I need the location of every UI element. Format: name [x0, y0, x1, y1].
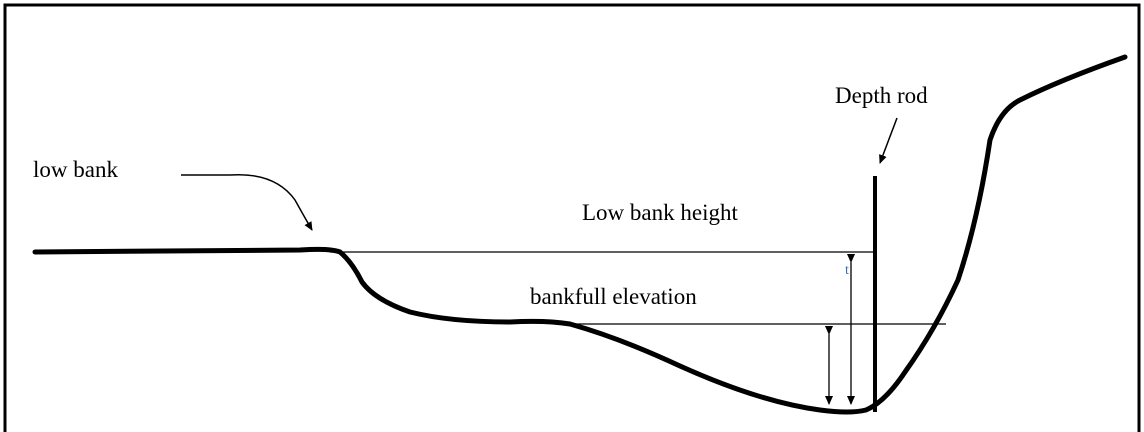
- low-bank-pointer: [181, 173, 313, 231]
- frame: [3, 3, 1141, 432]
- depth-rod-label: Depth rod: [835, 83, 928, 108]
- depth-rod-arrow: [879, 117, 898, 164]
- low-bank-height-label: Low bank height: [582, 200, 738, 225]
- channel-profile: [32, 54, 1128, 415]
- stray-mark: t: [845, 263, 849, 278]
- low-bank-label: low bank: [33, 157, 118, 182]
- bankfull-elevation-label: bankfull elevation: [530, 284, 697, 309]
